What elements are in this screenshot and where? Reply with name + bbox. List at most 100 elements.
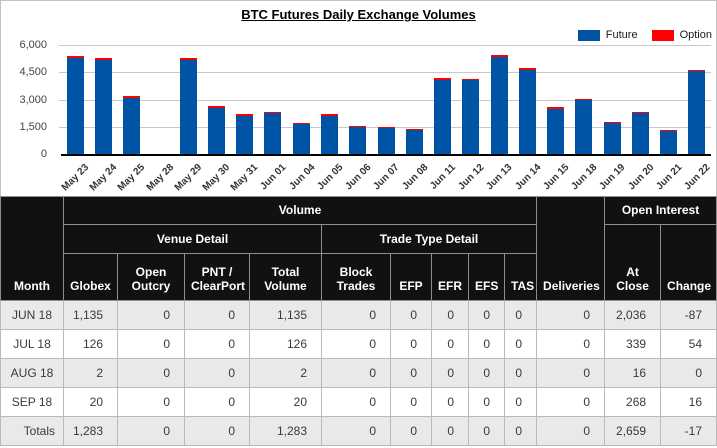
col-header-tas: TAS [503,253,538,301]
bar-slot [372,45,400,154]
future-segment [207,107,225,154]
value-cell: 2,659 [604,416,662,446]
future-segment [518,69,536,154]
bar-slot [542,45,570,154]
bar [603,121,621,154]
x-tick-label: May 28 [144,162,176,194]
volume-table: Month Volume Deliveries Open Interest Ve… [0,196,717,446]
bar [179,58,197,154]
option-segment [123,96,141,98]
legend-item-option[interactable]: Option [651,29,712,41]
option-segment [179,58,197,60]
option-segment [66,56,84,58]
x-tick-label: Jun 15 [541,162,572,193]
x-tick-label: Jun 07 [371,162,402,193]
future-segment [349,127,367,154]
bars [61,45,711,154]
value-cell: 0 [431,329,469,359]
x-tick-label: Jun 04 [286,162,317,193]
future-segment [377,128,395,154]
col-header-change: Change [660,224,717,301]
value-cell: 0 [117,300,185,330]
value-cell: 0 [468,329,505,359]
value-cell: 0 [536,329,606,359]
bar-slot [231,45,259,154]
option-segment [292,122,310,125]
future-segment [688,71,706,154]
future-segment [660,131,678,154]
value-cell: 0 [431,416,469,446]
x-tick-label: Jun 20 [625,162,657,193]
option-segment [575,98,593,101]
table-row: JUL 18 126 0 0 126 0 0 0 0 0 0 339 54 [0,329,717,359]
value-cell: 0 [184,300,250,330]
bar-slot [174,45,202,154]
table-row: AUG 18 2 0 0 2 0 0 0 0 0 0 16 0 [0,358,717,388]
value-cell: 20 [63,387,118,417]
bar-slot [202,45,230,154]
bar [207,106,225,154]
option-segment [321,114,339,116]
value-cell: 0 [321,416,391,446]
x-tick-label: May 23 [59,162,91,194]
x-tick-label: Jun 11 [428,162,459,192]
option-segment [631,111,649,114]
legend-item-future[interactable]: Future [577,29,638,41]
x-axis: May 23 May 24 May 25 May 28 May 29 May 30 May … [59,156,713,196]
col-header-efp: EFP [390,253,432,301]
future-segment [179,59,197,154]
value-cell: 0 [660,358,717,388]
value-cell: 0 [468,300,505,330]
gridline [59,45,711,46]
bar [434,78,452,154]
col-group-open-interest: Open Interest [604,196,717,225]
bar [321,114,339,154]
bar-slot [598,45,626,154]
x-tick-label: May 31 [229,162,261,194]
bar-slot [89,45,117,154]
x-tick-label: Jun 22 [682,162,713,193]
chart-panel: BTC Futures Daily Exchange Volumes Futur… [0,0,717,196]
bar [94,58,112,154]
value-cell: -17 [660,416,717,446]
future-segment [631,113,649,154]
option-segment [434,78,452,80]
bar-slot [400,45,428,154]
y-tick-label: 3,000 [19,93,47,106]
bar-slot [485,45,513,154]
future-segment [434,79,452,154]
value-cell: -87 [660,300,717,330]
value-cell: 0 [117,416,185,446]
bar [377,126,395,154]
future-segment [405,130,423,154]
value-cell: 0 [536,387,606,417]
value-cell: 0 [536,300,606,330]
future-segment [603,123,621,154]
bar-slot [655,45,683,154]
bar-slot [457,45,485,154]
gridline [59,99,711,101]
value-cell: 0 [390,329,432,359]
legend-label-future: Future [605,29,638,41]
value-cell: 0 [503,358,538,388]
bar [462,78,480,154]
option-segment [660,129,678,132]
month-cell: JUN 18 [0,300,64,330]
future-segment [264,113,282,154]
value-cell: 0 [390,300,432,330]
bar-slot [118,45,146,154]
value-cell: 0 [536,358,606,388]
col-header-block-trades: Block Trades [321,253,391,301]
value-cell: 2,036 [604,300,662,330]
future-segment [292,124,310,154]
x-tick-label: Jun 14 [512,162,544,193]
value-cell: 0 [321,300,391,330]
option-segment [207,106,225,108]
x-tick-label: Jun 21 [654,162,685,193]
bar-slot [513,45,541,154]
x-tick-label: May 30 [200,162,233,194]
x-tick-label: Jun 05 [315,162,346,193]
value-cell: 126 [63,329,118,359]
x-tick-label: May 24 [87,162,120,194]
option-segment [377,126,395,129]
